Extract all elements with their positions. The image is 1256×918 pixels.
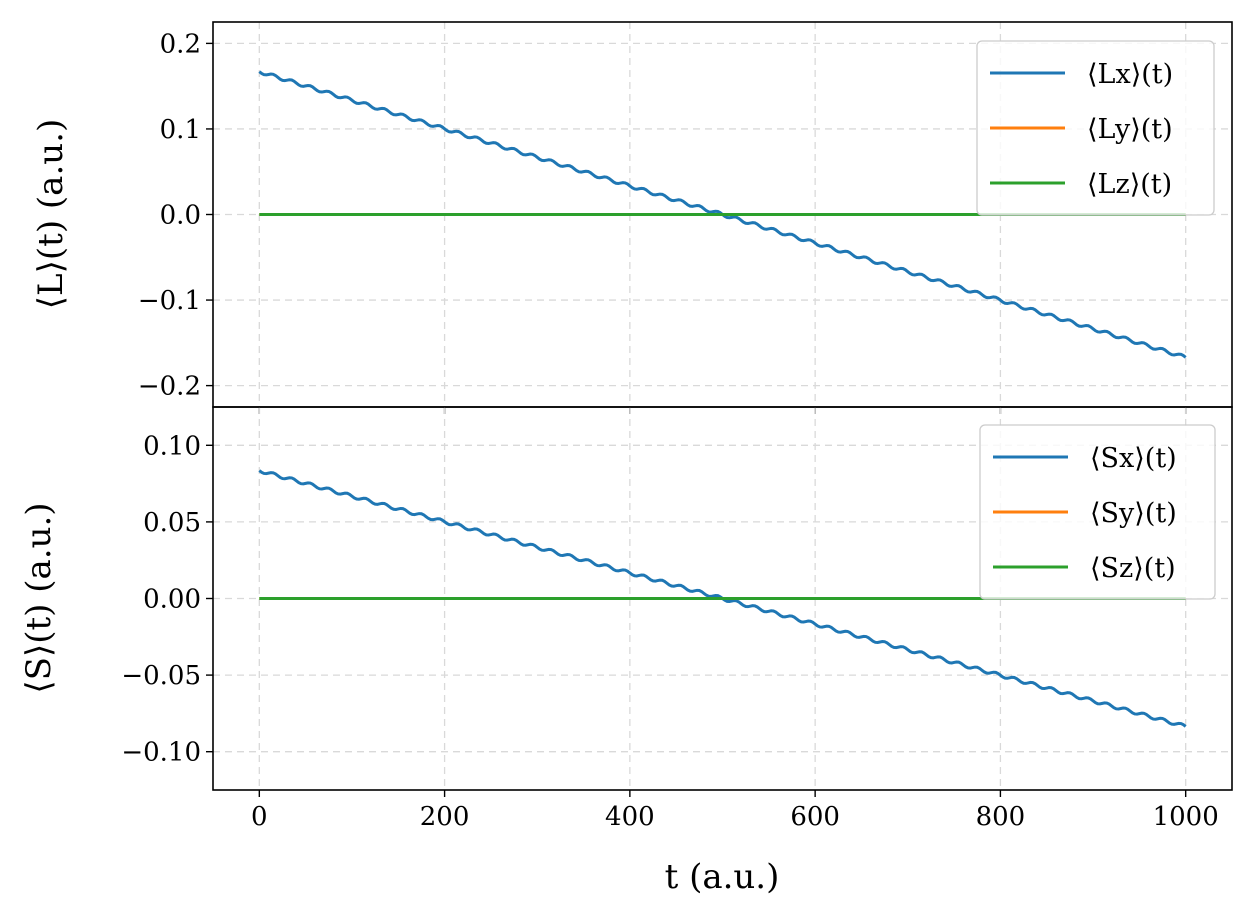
legend-box: [979, 424, 1216, 600]
x-tick-label: 400: [605, 802, 655, 832]
y-tick-label: −0.10: [121, 738, 201, 768]
y-tick-label: −0.2: [138, 372, 201, 402]
legend-label: ⟨Ly⟩(t): [1087, 114, 1173, 145]
x-tick-label: 800: [976, 802, 1026, 832]
x-tick-label: 1000: [1153, 802, 1219, 832]
legend-box: [976, 40, 1215, 216]
y-axis-label: ⟨L⟩(t) (a.u.): [31, 119, 71, 309]
y-tick-label: 0.2: [160, 29, 201, 59]
y-tick-label: 0.1: [160, 115, 201, 145]
x-tick-label: 0: [251, 802, 268, 832]
y-tick-label: 0.10: [143, 431, 201, 461]
x-tick-labels: 0 200 400 600 800 1000: [251, 802, 1219, 832]
legend: ⟨Sx⟩(t) ⟨Sy⟩(t) ⟨Sz⟩(t): [979, 424, 1216, 600]
legend-label: ⟨Sx⟩(t): [1090, 443, 1177, 474]
x-tick-label: 600: [790, 802, 840, 832]
legend-label: ⟨Lx⟩(t): [1087, 59, 1173, 90]
y-tick-label: −0.1: [138, 286, 201, 316]
x-tick-label: 200: [420, 802, 470, 832]
legend: ⟨Lx⟩(t) ⟨Ly⟩(t) ⟨Lz⟩(t): [976, 40, 1215, 216]
legend-label: ⟨Sy⟩(t): [1090, 498, 1177, 529]
y-tick-label: −0.05: [121, 661, 201, 691]
y-tick-label: 0.00: [143, 585, 201, 615]
tick-marks: [206, 444, 1187, 797]
y-tick-label: 0.05: [143, 508, 201, 538]
y-tick-label: 0.0: [160, 201, 201, 231]
legend-label: ⟨Sz⟩(t): [1090, 553, 1176, 584]
y-tick-labels: 0.2 0.1 0.0 −0.1 −0.2: [138, 29, 201, 401]
panel-angular-momentum: 0.20.10.0−0.1−0.2 ⟨L⟩(t) (a.u.) ⟨Lx⟩(t)⟨…: [31, 21, 1233, 414]
panel-spin: 0.10 0.05 0.00 −0.05 −0.10 0 200 400 600 800 1000…: [19, 406, 1233, 897]
y-axis-label: ⟨S⟩(t) (a.u.): [19, 502, 59, 693]
y-tick-labels: 0.10 0.05 0.00 −0.05 −0.10: [121, 431, 201, 767]
legend-label: ⟨Lz⟩(t): [1087, 169, 1172, 200]
x-axis-label: t (a.u.): [665, 857, 780, 897]
